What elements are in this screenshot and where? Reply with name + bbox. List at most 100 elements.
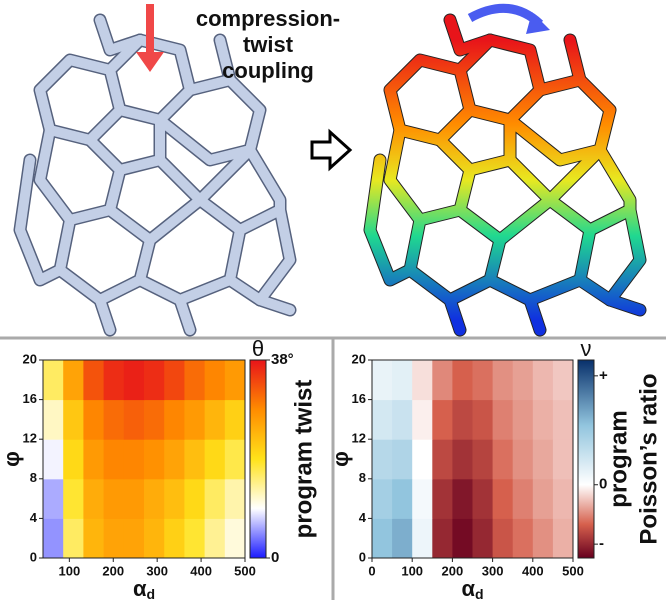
heat-cell [204,360,226,401]
y-tick-label: 12 [352,431,366,446]
heat-cell [164,478,185,519]
heat-cell [164,439,185,480]
y-tick-label: 4 [30,510,38,525]
heat-cell [372,478,393,519]
heat-cell [552,478,574,519]
heat-cell [412,478,433,519]
x-axis-label-sub: d [146,586,155,600]
heat-cell [164,399,185,440]
heat-cell [43,399,64,440]
x-axis-label-main: α [133,576,147,600]
heat-cell [452,518,473,559]
y-tick-label: 8 [359,470,366,485]
heat-cell [412,439,433,480]
heat-cell [224,360,246,401]
heat-cell [432,518,453,559]
lattice-colored [370,20,640,330]
twist-arrow-head [526,12,550,34]
x-axis-label: αd [461,576,483,600]
caption-line: coupling [222,58,314,83]
x-tick-label: 400 [522,563,544,578]
heat-cell [392,518,413,559]
y-axis-label: φ [0,451,24,467]
heat-cell [552,518,574,559]
heat-cell [164,360,185,401]
heat-cell [412,399,433,440]
heat-cell [372,439,393,480]
colorbar-tick-label: 0 [599,476,607,493]
heat-cell [392,399,413,440]
y-tick-label: 0 [30,549,37,564]
side-label: program [605,410,632,507]
x-tick-label: 500 [234,563,256,578]
x-tick-label: 500 [562,563,584,578]
heat-cell [63,518,84,559]
heat-cell [83,360,105,401]
heat-cell [452,399,473,440]
heat-cell [512,518,534,559]
heat-cell [224,439,246,480]
side-label: program twist [290,380,317,539]
heat-cell [512,360,534,401]
x-tick-label: 200 [102,563,124,578]
heat-cell [224,399,246,440]
y-tick-label: 0 [359,549,366,564]
heat-cell [184,478,206,519]
side-label: Poisson’s ratio [635,373,662,544]
y-tick-label: 8 [30,470,37,485]
y-tick-label: 12 [23,431,37,446]
heat-cell [532,478,554,519]
heat-cell [123,360,145,401]
outline-arrow [310,128,353,172]
x-tick-label: 100 [58,563,80,578]
heat-cell [532,439,554,480]
compression-arrow [136,4,164,72]
heat-cell [532,518,554,559]
heat-cell [412,360,433,401]
heat-cell [512,439,534,480]
heat-cell [532,360,554,401]
heat-cell [123,518,145,559]
colorbar-label: θ [252,336,264,361]
y-tick-label: 16 [352,391,366,406]
heat-cell [144,360,165,401]
heat-cell [83,399,105,440]
colorbar [577,359,595,559]
heat-cell [83,439,105,480]
heat-cell [372,399,393,440]
heat-cell [63,399,84,440]
heat-cell [492,399,514,440]
heat-cell [492,478,514,519]
x-tick-label: 300 [146,563,168,578]
caption-line: twist [243,32,294,57]
x-tick-label: 300 [482,563,504,578]
heat-cell [123,439,145,480]
heat-cell [144,439,165,480]
heat-cell [472,478,494,519]
heat-cell [512,399,534,440]
colorbar-tick-label: + [599,367,608,384]
heat-cell [392,478,413,519]
heat-cell [492,360,514,401]
heat-cell [204,478,226,519]
heat-cell [204,399,226,440]
heat-cell [432,478,453,519]
heat-cell [144,518,165,559]
x-axis-label: αd [133,576,155,600]
x-tick-label: 0 [368,563,375,578]
heat-cell [552,399,574,440]
heat-cell [63,439,84,480]
heat-cell [103,478,125,519]
heat-cell [224,518,246,559]
heat-cell [144,478,165,519]
heat-cell [43,360,64,401]
colorbar-tick-label: 38° [271,351,294,368]
heat-cell [492,439,514,480]
heat-cell [184,439,206,480]
heat-cell [224,478,246,519]
x-tick-label: 400 [190,563,212,578]
x-axis-label-main: α [461,576,475,600]
heat-cell [103,360,125,401]
heat-cell [452,478,473,519]
